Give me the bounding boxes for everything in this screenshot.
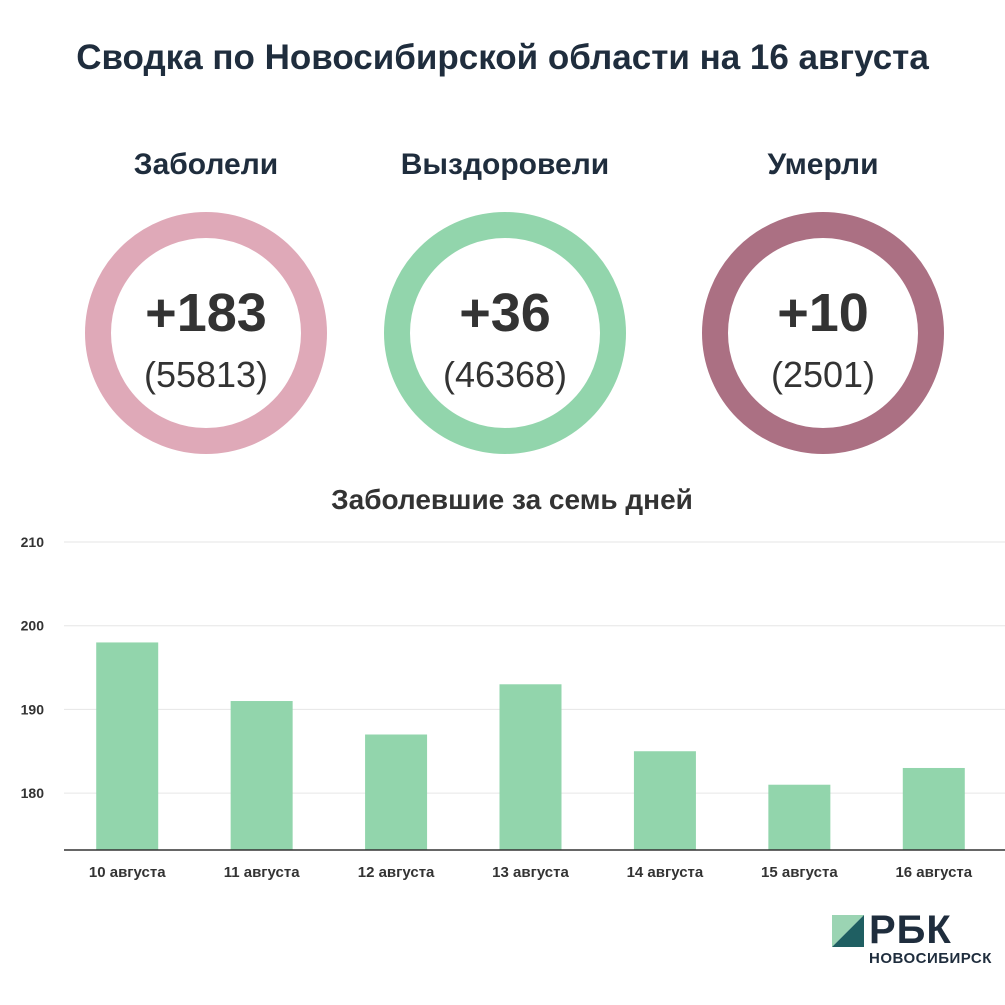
logo-text: РБК	[869, 908, 952, 952]
delta-value: +36	[459, 283, 551, 343]
stat-recovered: Выздоровели +36 (46368)	[365, 140, 645, 454]
bar	[499, 684, 562, 850]
y-tick-label: 210	[21, 534, 45, 550]
x-tick-label: 13 августа	[492, 864, 569, 881]
logo-subtitle: НОВОСИБИРСК	[869, 950, 992, 967]
x-tick-label: 16 августа	[895, 864, 972, 881]
stat-label: Заболели	[133, 148, 279, 181]
stat-deaths: Умерли +10 (2501)	[683, 140, 963, 454]
bar	[902, 767, 965, 850]
ring-infected: +183 (55813)	[85, 212, 327, 454]
rbc-logo: РБК НОВОСИБИРСК	[832, 908, 997, 974]
ring-deaths: +10 (2501)	[702, 212, 944, 454]
x-tick-label: 10 августа	[89, 864, 166, 881]
stat-label: Выздоровели	[400, 148, 610, 181]
delta-value: +10	[777, 283, 869, 343]
logo-mark-icon	[832, 915, 864, 947]
chart-title: Заболевшие за семь дней	[331, 484, 693, 515]
x-tick-label: 14 августа	[627, 864, 704, 881]
y-tick-label: 190	[21, 701, 45, 717]
page-title: Сводка по Новосибирской области на 16 ав…	[76, 38, 929, 77]
x-tick-label: 11 августа	[224, 864, 300, 881]
stat-infected: Заболели +183 (55813)	[66, 140, 346, 454]
x-tick-label: 12 августа	[358, 864, 435, 881]
total-value: (46368)	[442, 354, 568, 395]
y-tick-label: 180	[21, 785, 45, 801]
bar	[365, 734, 428, 850]
bar	[230, 701, 293, 850]
bar-chart: 180 190 200 210 10 августа 11 августа 12 авгус…	[21, 534, 1005, 881]
total-value: (2501)	[770, 354, 876, 395]
x-tick-label: 15 августа	[761, 864, 838, 881]
delta-value: +183	[145, 283, 267, 343]
total-value: (55813)	[143, 354, 269, 395]
y-tick-label: 200	[21, 618, 45, 634]
bar	[633, 751, 696, 850]
ring-recovered: +36 (46368)	[384, 212, 626, 454]
stat-label: Умерли	[767, 148, 879, 181]
bar	[96, 642, 159, 850]
bar	[768, 784, 831, 850]
